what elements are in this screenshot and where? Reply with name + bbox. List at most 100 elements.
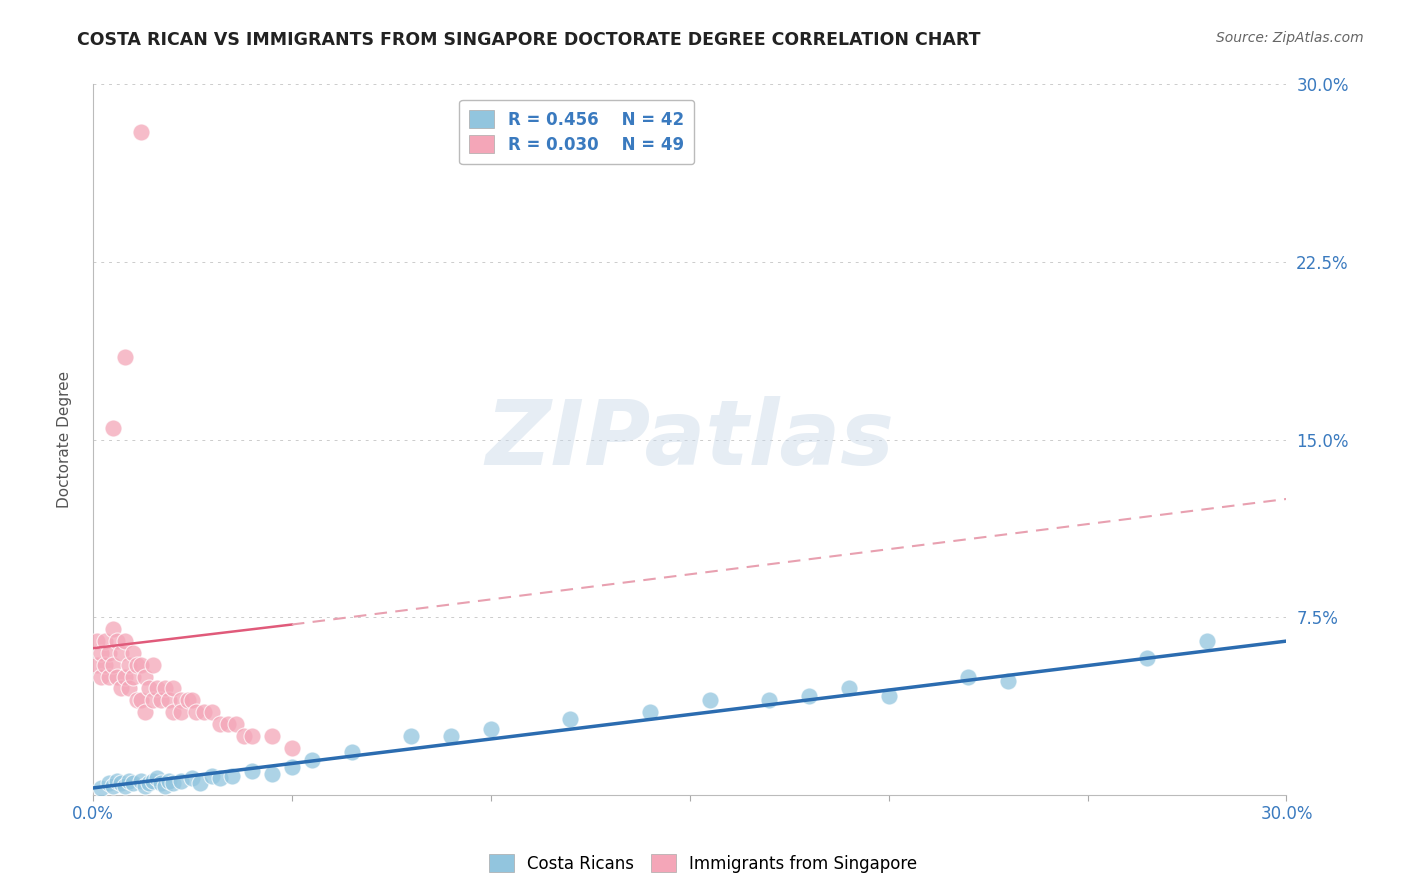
Point xyxy=(134,670,156,684)
Point xyxy=(138,776,160,790)
Point xyxy=(149,776,172,790)
Point xyxy=(838,681,860,696)
Point xyxy=(125,657,148,672)
Point xyxy=(129,125,152,139)
Point xyxy=(221,769,243,783)
Point xyxy=(145,772,167,786)
Point xyxy=(281,759,304,773)
Point xyxy=(162,681,184,696)
Point xyxy=(121,670,143,684)
Point xyxy=(97,776,120,790)
Point xyxy=(162,705,184,719)
Point xyxy=(90,780,112,795)
Point xyxy=(209,772,232,786)
Point xyxy=(440,729,463,743)
Text: Source: ZipAtlas.com: Source: ZipAtlas.com xyxy=(1216,31,1364,45)
Point xyxy=(758,693,780,707)
Point xyxy=(90,646,112,660)
Point xyxy=(638,705,661,719)
Point xyxy=(105,634,128,648)
Legend: R = 0.456    N = 42, R = 0.030    N = 49: R = 0.456 N = 42, R = 0.030 N = 49 xyxy=(460,100,693,164)
Point xyxy=(101,622,124,636)
Point xyxy=(190,776,212,790)
Point xyxy=(118,773,141,788)
Point xyxy=(134,779,156,793)
Point xyxy=(101,657,124,672)
Point xyxy=(181,772,204,786)
Point xyxy=(169,705,191,719)
Point xyxy=(110,776,132,790)
Point xyxy=(153,681,176,696)
Point xyxy=(125,693,148,707)
Point xyxy=(101,421,124,435)
Point xyxy=(101,779,124,793)
Point xyxy=(105,670,128,684)
Point xyxy=(129,773,152,788)
Text: ZIPatlas: ZIPatlas xyxy=(485,396,894,483)
Point xyxy=(97,670,120,684)
Point xyxy=(118,657,141,672)
Legend: Costa Ricans, Immigrants from Singapore: Costa Ricans, Immigrants from Singapore xyxy=(482,847,924,880)
Point xyxy=(121,646,143,660)
Point xyxy=(97,646,120,660)
Point xyxy=(240,729,263,743)
Point xyxy=(142,657,165,672)
Point xyxy=(479,722,502,736)
Point xyxy=(138,681,160,696)
Point xyxy=(301,752,323,766)
Point xyxy=(114,779,136,793)
Point xyxy=(129,693,152,707)
Point xyxy=(209,717,232,731)
Point xyxy=(153,779,176,793)
Point xyxy=(1136,650,1159,665)
Point xyxy=(201,769,224,783)
Point xyxy=(110,681,132,696)
Point xyxy=(340,746,363,760)
Point xyxy=(114,350,136,364)
Point xyxy=(157,693,180,707)
Point xyxy=(145,681,167,696)
Point xyxy=(142,773,165,788)
Text: COSTA RICAN VS IMMIGRANTS FROM SINGAPORE DOCTORATE DEGREE CORRELATION CHART: COSTA RICAN VS IMMIGRANTS FROM SINGAPORE… xyxy=(77,31,981,49)
Point xyxy=(114,634,136,648)
Point xyxy=(169,693,191,707)
Point xyxy=(797,689,820,703)
Point xyxy=(997,674,1019,689)
Point xyxy=(110,646,132,660)
Point xyxy=(118,681,141,696)
Point xyxy=(186,705,208,719)
Point xyxy=(877,689,900,703)
Point xyxy=(181,693,204,707)
Point xyxy=(86,657,108,672)
Point xyxy=(699,693,721,707)
Y-axis label: Doctorate Degree: Doctorate Degree xyxy=(58,371,72,508)
Point xyxy=(260,729,283,743)
Point xyxy=(225,717,247,731)
Point xyxy=(134,705,156,719)
Point xyxy=(193,705,215,719)
Point xyxy=(149,693,172,707)
Point xyxy=(157,773,180,788)
Point xyxy=(233,729,256,743)
Point xyxy=(401,729,423,743)
Point xyxy=(1195,634,1218,648)
Point xyxy=(129,657,152,672)
Point xyxy=(957,670,980,684)
Point xyxy=(201,705,224,719)
Point xyxy=(560,712,582,726)
Point xyxy=(121,776,143,790)
Point xyxy=(105,773,128,788)
Point xyxy=(169,773,191,788)
Point xyxy=(260,766,283,780)
Point xyxy=(177,693,200,707)
Point xyxy=(281,740,304,755)
Point xyxy=(86,634,108,648)
Point xyxy=(90,670,112,684)
Point xyxy=(94,634,117,648)
Point xyxy=(94,657,117,672)
Point xyxy=(114,670,136,684)
Point xyxy=(240,764,263,779)
Point xyxy=(217,717,239,731)
Point xyxy=(142,693,165,707)
Point xyxy=(162,776,184,790)
